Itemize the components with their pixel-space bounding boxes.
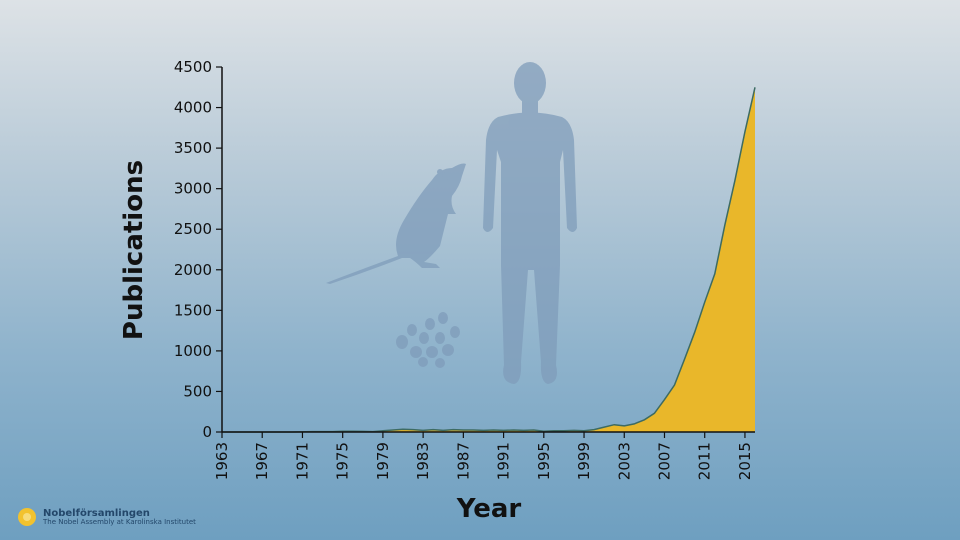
x-axis-title: Year bbox=[456, 494, 522, 524]
y-axis-title: Publications bbox=[119, 160, 149, 340]
x-tick-label: 1987 bbox=[454, 442, 472, 480]
publications-area bbox=[222, 87, 755, 433]
y-tick-label: 2000 bbox=[174, 261, 212, 279]
x-tick-label: 1983 bbox=[414, 442, 432, 480]
y-tick-label: 4500 bbox=[174, 58, 212, 76]
y-tick-label: 4000 bbox=[174, 99, 212, 117]
y-tick-label: 1000 bbox=[174, 342, 212, 360]
logo-subtitle: The Nobel Assembly at Karolinska Institu… bbox=[43, 517, 196, 526]
x-tick-label: 1999 bbox=[575, 442, 593, 480]
x-tick-label: 1963 bbox=[213, 442, 231, 480]
x-tick-label: 2007 bbox=[655, 442, 673, 480]
y-tick-label: 2500 bbox=[174, 220, 212, 238]
y-tick-label: 500 bbox=[183, 382, 212, 400]
x-tick-label: 1967 bbox=[253, 442, 271, 480]
x-tick-label: 2003 bbox=[615, 442, 633, 480]
human-silhouette-icon bbox=[483, 62, 577, 384]
x-tick-label: 1971 bbox=[293, 442, 311, 480]
cell-cluster-icon bbox=[396, 312, 460, 368]
x-tick-label: 1979 bbox=[374, 442, 392, 480]
logo-name: Nobelförsamlingen bbox=[43, 507, 150, 519]
plot-area: 0 500 1000 1500 2000 2500 3000 3500 4000 4500 1963… bbox=[174, 58, 756, 480]
x-tick-label: 1995 bbox=[535, 442, 553, 480]
nobel-assembly-logo: Nobelförsamlingen The Nobel Assembly at … bbox=[17, 507, 196, 527]
y-tick-label: 3000 bbox=[174, 180, 212, 198]
x-tick-label: 1975 bbox=[334, 442, 352, 480]
y-tick-label: 3500 bbox=[174, 139, 212, 157]
mouse-silhouette-icon bbox=[326, 163, 466, 284]
x-tick-label: 2015 bbox=[736, 442, 754, 480]
x-tick-label: 1991 bbox=[495, 442, 513, 480]
publications-line bbox=[222, 87, 756, 433]
y-tick-label: 0 bbox=[202, 423, 212, 441]
x-tick-label: 2011 bbox=[696, 442, 714, 480]
nobel-logo-icon bbox=[18, 508, 36, 526]
y-tick-label: 1500 bbox=[174, 301, 212, 319]
